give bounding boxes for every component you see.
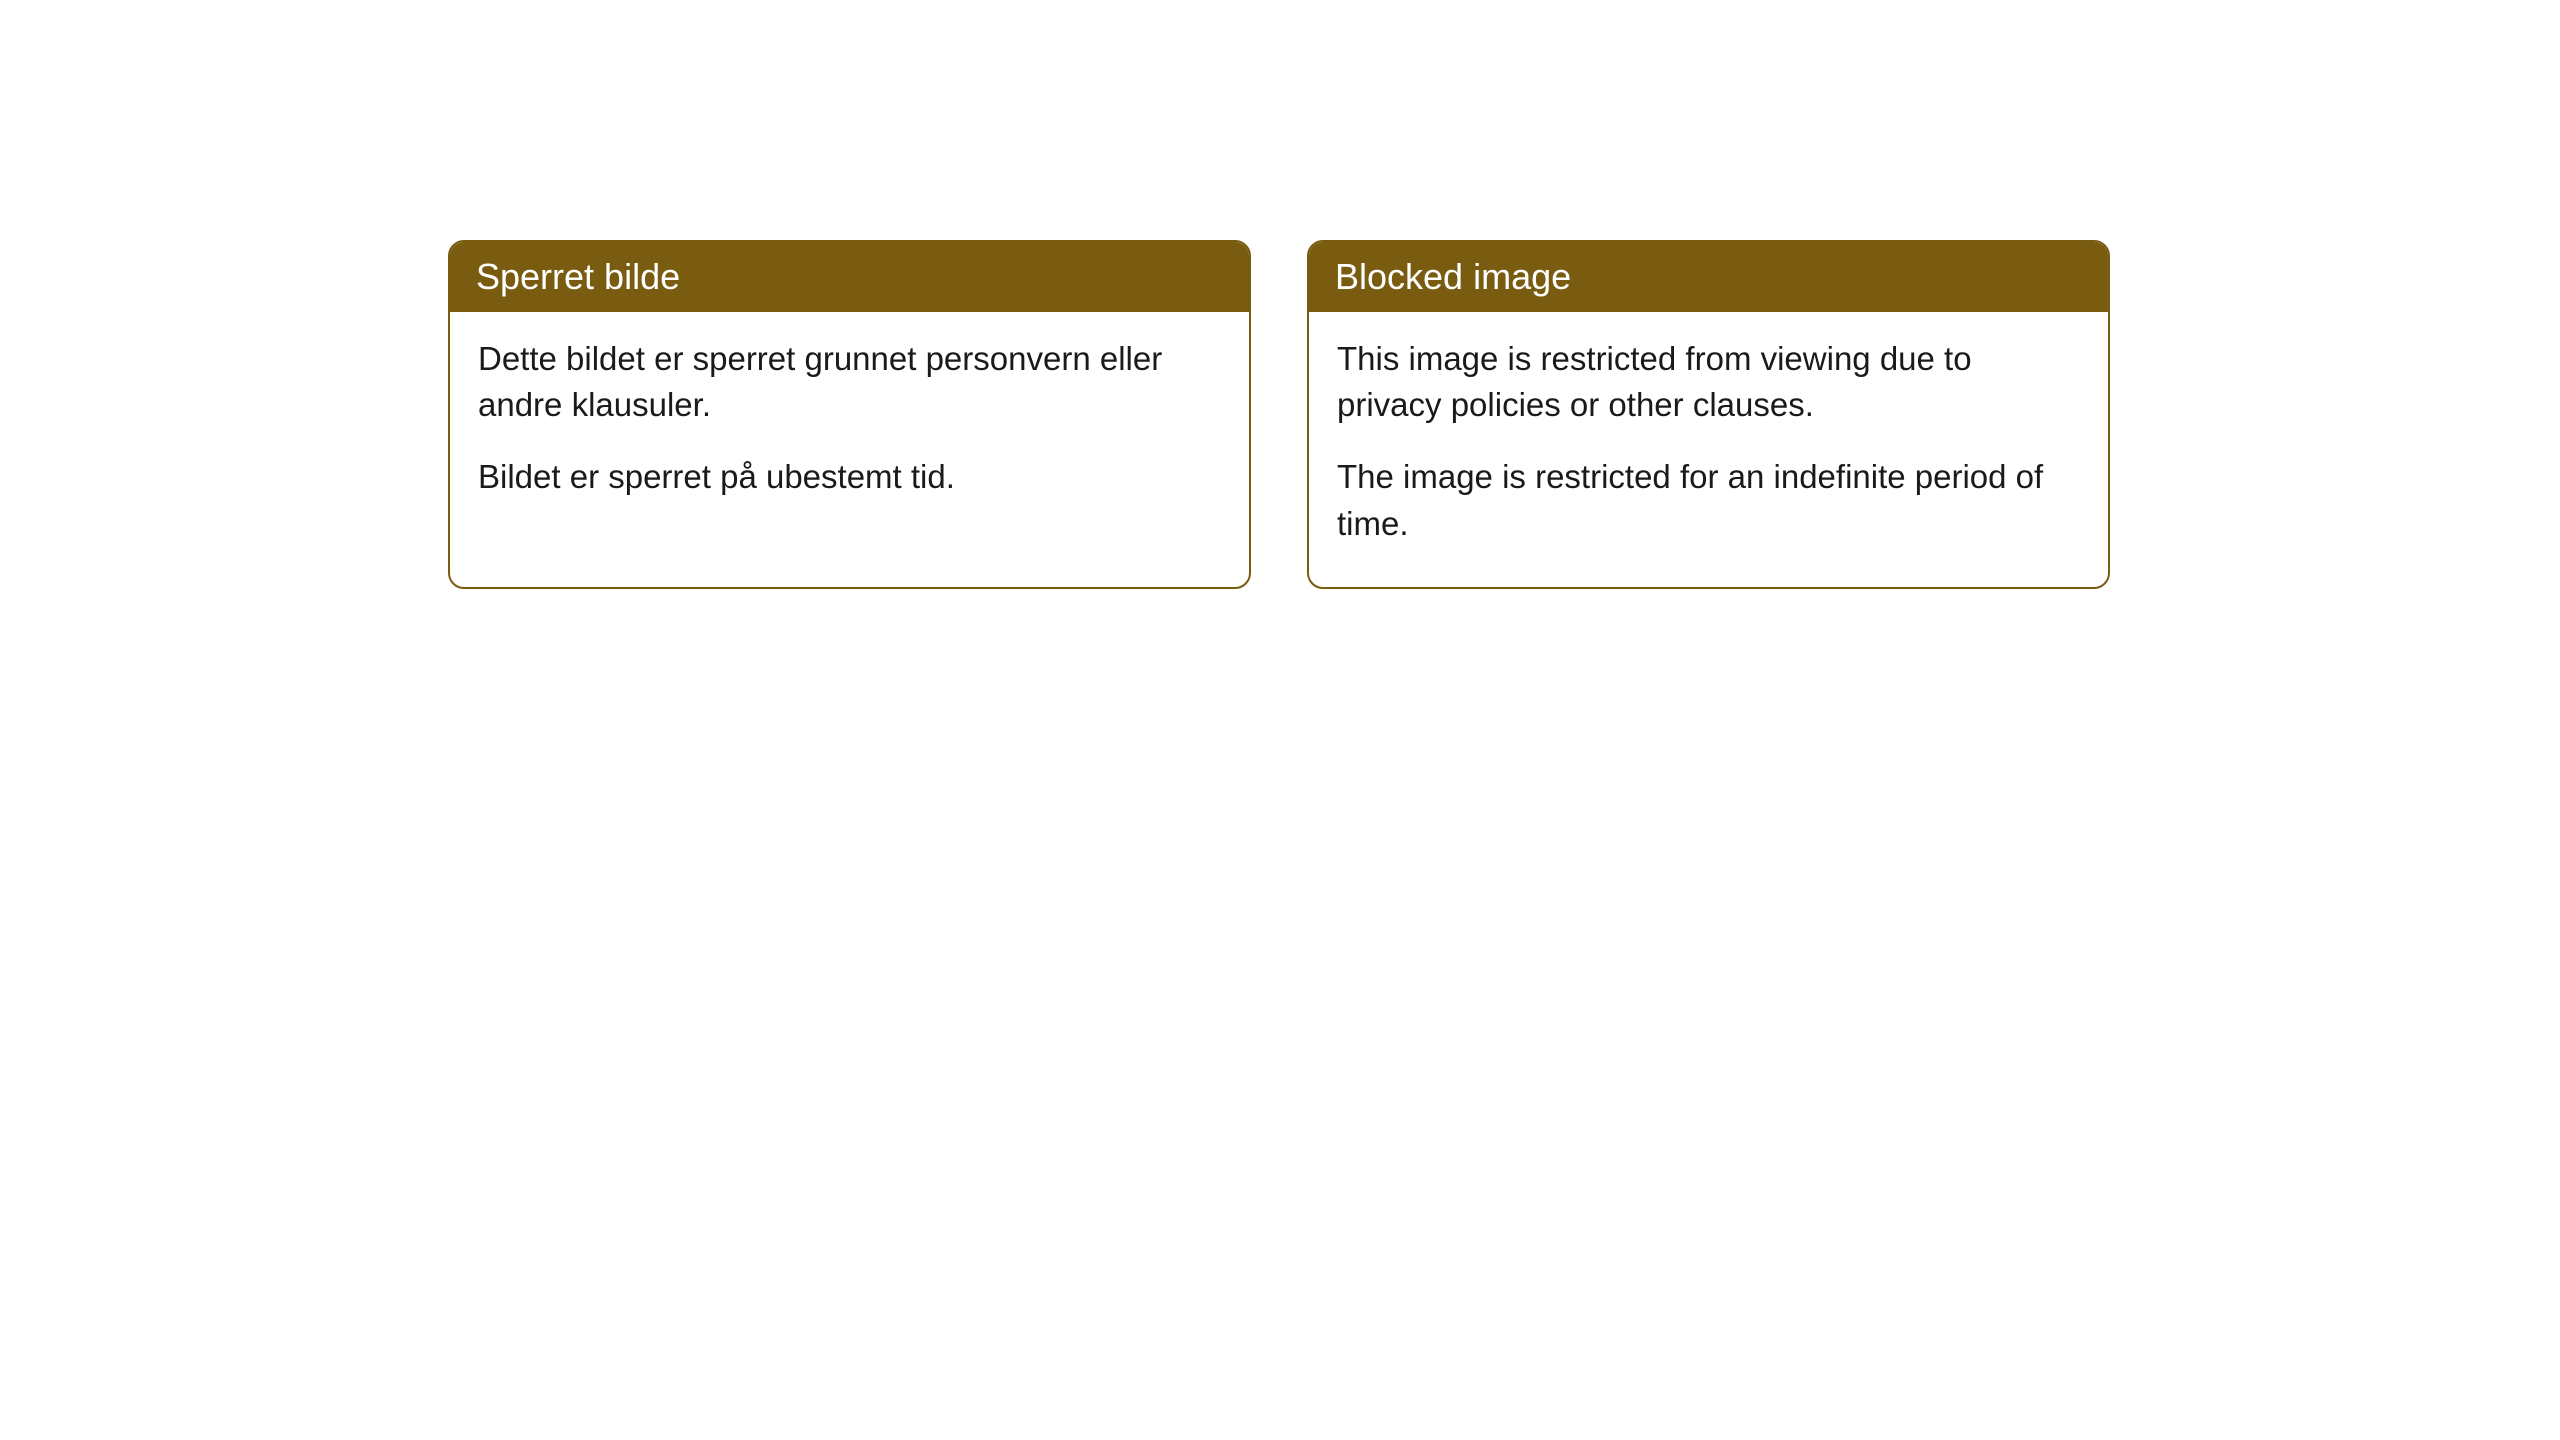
notice-cards-container: Sperret bilde Dette bildet er sperret gr… [448,240,2110,589]
card-body: Dette bildet er sperret grunnet personve… [450,312,1249,541]
card-paragraph: This image is restricted from viewing du… [1337,336,2080,428]
card-paragraph: Dette bildet er sperret grunnet personve… [478,336,1221,428]
card-header: Blocked image [1309,242,2108,312]
card-title: Blocked image [1335,256,1571,297]
blocked-image-card-norwegian: Sperret bilde Dette bildet er sperret gr… [448,240,1251,589]
blocked-image-card-english: Blocked image This image is restricted f… [1307,240,2110,589]
card-title: Sperret bilde [476,256,680,297]
card-header: Sperret bilde [450,242,1249,312]
card-body: This image is restricted from viewing du… [1309,312,2108,587]
card-paragraph: Bildet er sperret på ubestemt tid. [478,454,1221,500]
card-paragraph: The image is restricted for an indefinit… [1337,454,2080,546]
